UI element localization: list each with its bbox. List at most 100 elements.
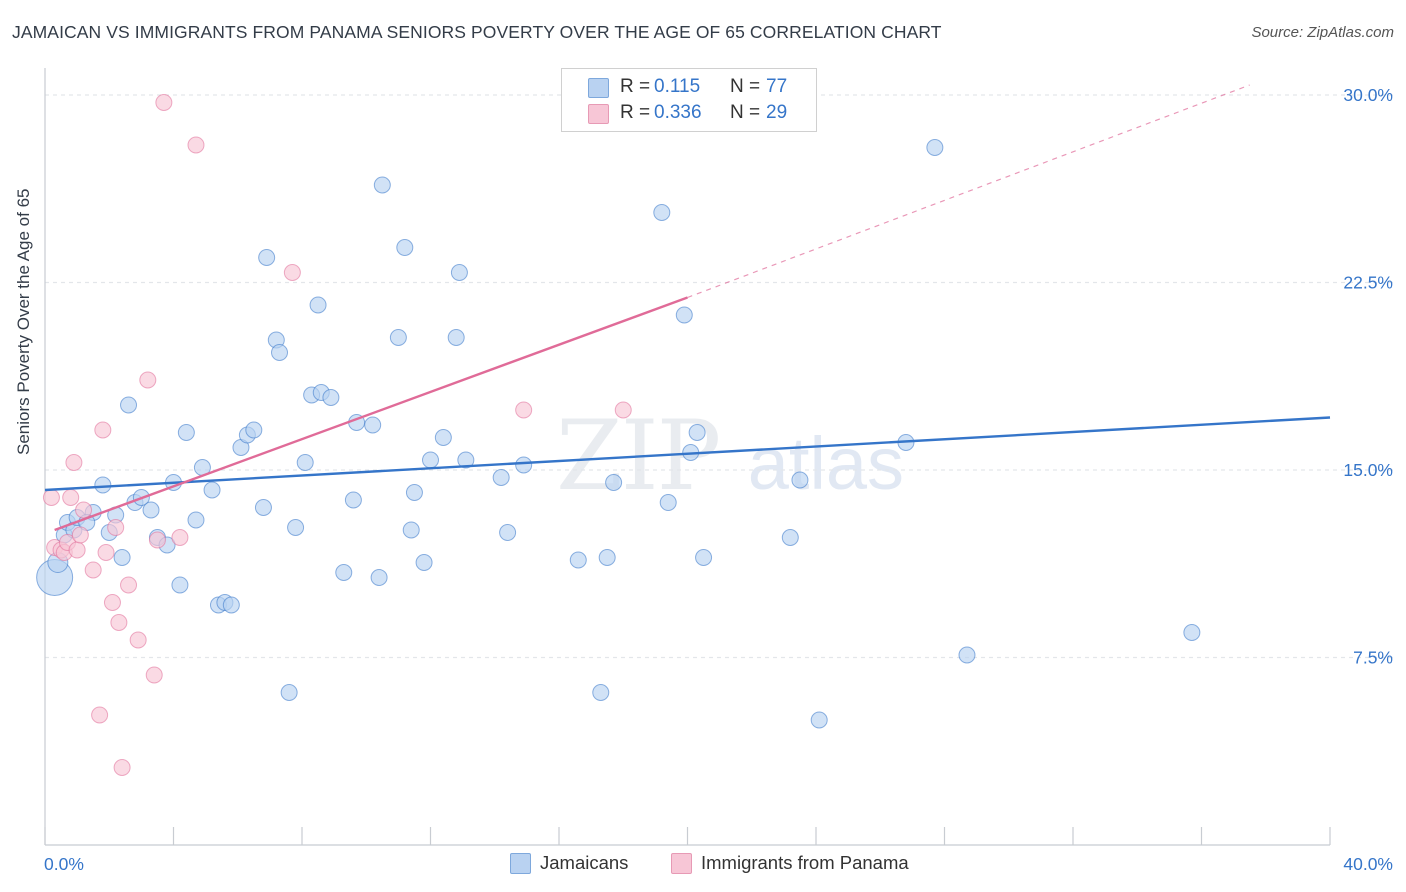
panama-point xyxy=(148,531,166,549)
jamaicans-point xyxy=(405,484,423,501)
jamaicans-point xyxy=(605,474,623,491)
legend-r-value: 0.336 xyxy=(654,102,702,123)
watermark-atlas: atlas xyxy=(747,422,905,505)
jamaicans-point xyxy=(142,501,160,519)
legend-n-label: N = xyxy=(730,76,761,97)
chart-title: JAMAICAN VS IMMIGRANTS FROM PANAMA SENIO… xyxy=(12,22,942,42)
jamaicans-point xyxy=(515,456,533,474)
panama-point xyxy=(283,264,301,281)
bottom-legend-swatch-pink xyxy=(671,853,692,874)
jamaicans-point xyxy=(296,454,314,471)
jamaicans-point xyxy=(598,549,616,566)
y-tick-label: 22.5% xyxy=(1343,273,1393,293)
jamaicans-point xyxy=(222,596,240,614)
jamaicans-point xyxy=(177,424,195,441)
jamaicans-point xyxy=(171,576,189,594)
jamaicans-point xyxy=(434,429,452,446)
jamaicans-point xyxy=(287,519,305,536)
jamaicans-point xyxy=(499,524,517,541)
panama-point xyxy=(145,666,163,684)
jamaicans-point xyxy=(675,306,693,324)
jamaicans-point xyxy=(592,684,610,701)
jamaicans-point xyxy=(688,424,706,441)
panama-point xyxy=(107,519,125,536)
jamaicans-point xyxy=(335,564,353,581)
panama-point xyxy=(42,489,60,506)
panama-point xyxy=(187,136,205,154)
jamaicans-point xyxy=(203,481,221,499)
legend-n-value: 29 xyxy=(766,102,788,123)
panama-point xyxy=(139,371,157,389)
jamaicans-point xyxy=(364,416,382,434)
jamaicans-point xyxy=(457,451,475,469)
jamaicans-point xyxy=(926,139,944,156)
jamaicans-point xyxy=(447,329,465,346)
stats-legend: R = 0.115 N = 77 R = 0.336 N = 29 xyxy=(561,68,817,132)
panama-point xyxy=(113,759,131,776)
y-tick-label: 15.0% xyxy=(1343,460,1393,480)
jamaicans-point xyxy=(781,529,799,546)
panama-point xyxy=(171,529,189,546)
source-label: Source: ZipAtlas.com xyxy=(1251,24,1394,41)
panama-point xyxy=(84,561,102,579)
jamaicans-trend-line xyxy=(44,416,1331,492)
y-tick-label: 7.5% xyxy=(1353,648,1393,668)
jamaicans-point xyxy=(373,176,391,194)
jamaicans-point xyxy=(113,549,131,566)
panama-point xyxy=(120,576,138,594)
jamaicans-point xyxy=(322,389,340,406)
x-tick-label: 0.0% xyxy=(44,854,84,874)
panama-point xyxy=(155,94,173,111)
jamaicans-point xyxy=(415,554,433,571)
jamaicans-point xyxy=(958,646,976,664)
jamaicans-point xyxy=(370,569,388,586)
jamaicans-point xyxy=(659,494,677,511)
panama-point xyxy=(94,421,112,439)
y-tick-label: 30.0% xyxy=(1343,85,1393,105)
legend-r-label: R = xyxy=(620,102,651,123)
jamaicans-point xyxy=(791,471,809,489)
panama-trend-line xyxy=(54,296,688,532)
legend-n-label: N = xyxy=(730,102,761,123)
panama-point xyxy=(110,614,128,631)
legend-r-label: R = xyxy=(620,76,651,97)
jamaicans-point xyxy=(254,499,272,516)
jamaicans-point xyxy=(695,549,713,566)
legend-n-value: 77 xyxy=(766,76,788,97)
jamaicans-point xyxy=(569,551,587,569)
panama-point xyxy=(515,401,533,419)
bottom-legend-label: Jamaicans xyxy=(540,852,629,873)
jamaicans-point xyxy=(492,469,510,486)
panama-point xyxy=(62,489,80,506)
jamaicans-point xyxy=(258,249,276,266)
jamaicans-point xyxy=(280,684,298,701)
jamaicans-point xyxy=(389,329,407,346)
jamaicans-point xyxy=(344,491,362,509)
panama-point xyxy=(91,706,109,724)
panama-point xyxy=(71,526,89,544)
panama-point xyxy=(129,631,147,649)
panama-point xyxy=(103,594,121,611)
jamaicans-point xyxy=(120,396,138,414)
legend-swatch-blue xyxy=(588,78,609,98)
panama-point xyxy=(614,401,632,419)
jamaicans-point xyxy=(271,344,289,361)
jamaicans-point xyxy=(450,264,468,281)
panama-point xyxy=(65,454,83,471)
jamaicans-point xyxy=(94,476,112,494)
bottom-legend-swatch-blue xyxy=(510,853,531,874)
jamaicans-point xyxy=(810,711,828,729)
bottom-legend-label: Immigrants from Panama xyxy=(701,852,909,873)
jamaicans-point xyxy=(402,521,420,539)
panama-point xyxy=(75,501,93,519)
legend-swatch-pink xyxy=(588,104,609,124)
jamaicans-point xyxy=(187,511,205,529)
jamaicans-point xyxy=(245,421,263,439)
jamaicans-point xyxy=(1183,624,1201,641)
panama-point xyxy=(97,544,115,561)
jamaicans-point xyxy=(309,296,327,314)
jamaicans-point xyxy=(653,204,671,221)
panama-point xyxy=(68,541,86,559)
zipatlas-watermark: ZIP atlas xyxy=(556,400,904,512)
